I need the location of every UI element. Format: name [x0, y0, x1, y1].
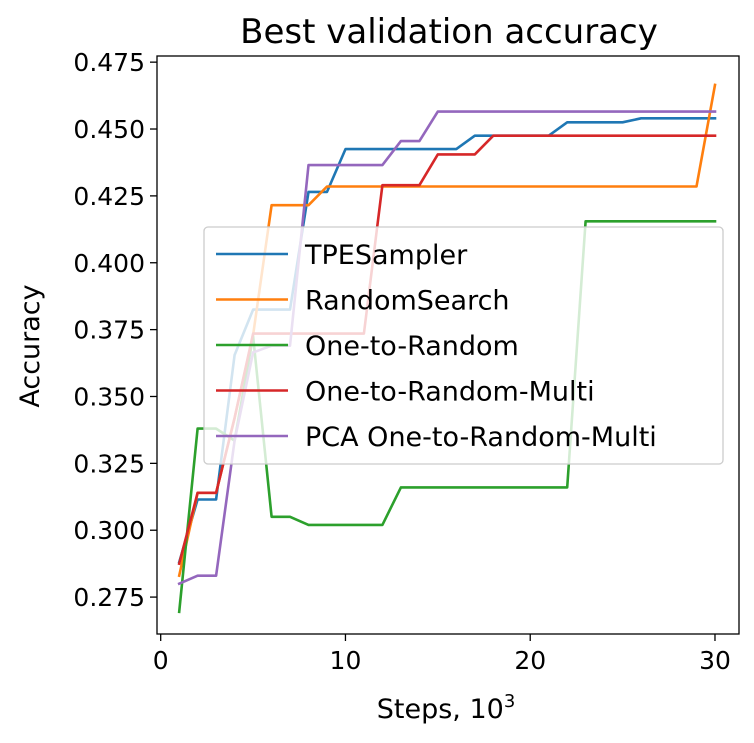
legend-label: One-to-Random — [305, 331, 519, 362]
legend-box — [203, 226, 724, 465]
x-tick-label: 0 — [153, 646, 169, 675]
series-line-one-to-random — [177, 220, 717, 614]
legend-label: TPESampler — [304, 240, 468, 271]
y-tick-label: 0.300 — [73, 516, 145, 545]
y-tick-label: 0.350 — [73, 382, 145, 411]
x-tick-label: 30 — [699, 646, 731, 675]
y-tick-label: 0.325 — [73, 449, 145, 478]
y-axis: 0.275 0.300 0.325 0.350 0.375 0.400 0.425 0.450… — [73, 48, 157, 612]
x-axis-label-text: Steps, 10 — [377, 694, 504, 725]
x-axis-label-superscript: 3 — [504, 691, 515, 712]
y-tick-label: 0.450 — [73, 115, 145, 144]
y-tick-label: 0.375 — [73, 316, 145, 345]
y-tick-label: 0.475 — [73, 48, 145, 77]
y-axis-label: Accuracy — [15, 284, 46, 407]
x-tick-label: 20 — [514, 646, 546, 675]
chart-title: Best validation accuracy — [240, 12, 658, 52]
x-axis: 0 10 20 30 — [153, 634, 731, 675]
plot-frame — [156, 55, 740, 635]
y-tick-label: 0.275 — [73, 583, 145, 612]
x-axis-label: Steps, 103 — [377, 691, 516, 725]
legend-items: TPESampler RandomSearch One-to-Random One-t… — [216, 240, 657, 453]
y-tick-label: 0.425 — [73, 182, 145, 211]
legend-label: RandomSearch — [305, 286, 510, 317]
x-tick-label: 10 — [330, 646, 362, 675]
legend-label: One-to-Random-Multi — [305, 377, 595, 408]
y-tick-label: 0.400 — [73, 249, 145, 278]
legend-label: PCA One-to-Random-Multi — [305, 422, 657, 453]
legend: TPESampler RandomSearch One-to-Random One-t… — [203, 226, 724, 465]
